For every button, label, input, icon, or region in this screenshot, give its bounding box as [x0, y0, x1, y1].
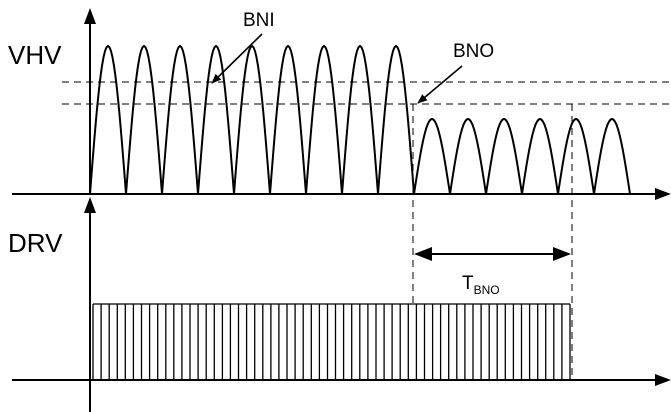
bno-pointer-arrow	[417, 65, 463, 104]
tbno-arrow-right	[553, 247, 571, 261]
drv-pulse-train	[92, 303, 571, 380]
vhv-rectified-waveform	[89, 44, 631, 195]
bni-pointer-arrow	[211, 33, 263, 84]
vhv-axis-label: VHV	[8, 40, 62, 70]
drv-x-axis-arrow	[655, 374, 671, 386]
drv-axis-label: DRV	[8, 228, 63, 258]
tbno-label: TBNO	[462, 273, 500, 297]
tbno-arrow-left	[414, 247, 432, 261]
drv-y-axis-arrow	[84, 197, 96, 213]
tbno-label-main: T	[462, 273, 474, 294]
bni-label: BNI	[243, 10, 275, 31]
bno-label: BNO	[453, 41, 494, 62]
vhv-y-axis-arrow	[84, 8, 96, 24]
vhv-x-axis-arrow	[655, 188, 671, 200]
tbno-label-subscript: BNO	[474, 283, 500, 297]
